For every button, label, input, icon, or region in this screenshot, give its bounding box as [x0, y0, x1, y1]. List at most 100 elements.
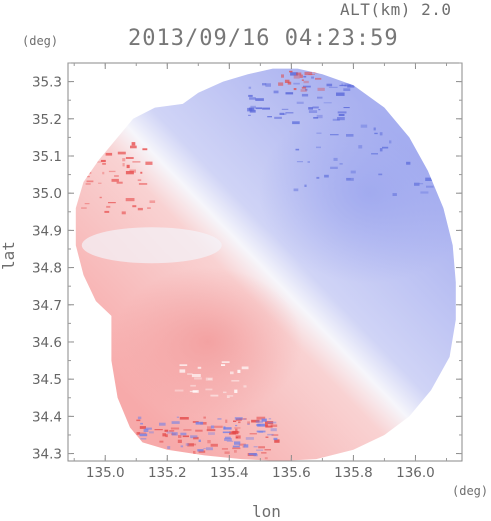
speckle — [296, 161, 303, 163]
speckle — [265, 424, 268, 427]
speckle — [76, 170, 86, 172]
speckle — [323, 102, 332, 104]
speckle — [182, 435, 189, 438]
speckle — [267, 116, 272, 118]
speckle — [198, 450, 206, 453]
speckle — [234, 389, 238, 393]
speckle — [166, 431, 173, 434]
speckle — [330, 134, 339, 136]
speckle — [183, 429, 192, 431]
speckle — [116, 181, 123, 184]
speckle — [210, 425, 215, 429]
speckle — [255, 98, 264, 101]
speckle — [225, 419, 228, 423]
speckle — [315, 77, 322, 80]
speckle — [265, 83, 271, 87]
speckle — [221, 448, 228, 450]
speckle — [273, 437, 278, 441]
speckle — [195, 421, 204, 425]
speckle — [235, 424, 238, 427]
speckle — [311, 76, 314, 79]
speckle — [233, 420, 237, 422]
speckle — [224, 451, 230, 454]
x-axis-label: lon — [252, 502, 281, 521]
speckle — [255, 107, 262, 110]
speckle — [226, 440, 234, 442]
speckle — [159, 440, 164, 443]
speckle — [243, 418, 246, 420]
speckle — [262, 83, 267, 86]
speckle — [303, 85, 311, 88]
speckle — [223, 427, 232, 430]
speckle — [337, 111, 347, 114]
speckle — [296, 72, 302, 76]
speckle — [203, 448, 206, 450]
speckle — [245, 437, 254, 440]
speckle — [158, 448, 162, 451]
speckle — [293, 88, 297, 91]
speckle — [347, 84, 355, 88]
speckle — [248, 114, 251, 116]
speckle — [300, 89, 307, 92]
speckle — [268, 418, 272, 420]
speckle — [257, 423, 265, 427]
y-tick-label: 34.3 — [32, 447, 62, 463]
speckle — [138, 183, 148, 185]
speckle — [346, 177, 354, 181]
speckle — [317, 96, 323, 99]
speckle — [324, 174, 329, 178]
speckle — [295, 148, 300, 151]
speckle — [318, 109, 321, 111]
speckle — [253, 446, 258, 448]
speckle — [84, 176, 90, 178]
speckle — [174, 389, 184, 392]
speckle — [108, 170, 116, 173]
speckle — [418, 183, 424, 185]
speckle — [379, 132, 383, 136]
speckle — [293, 188, 299, 192]
x-tick-label: 135.0 — [86, 465, 125, 481]
speckle — [249, 97, 256, 100]
y-tick-label: 34.6 — [32, 335, 62, 351]
speckle — [140, 171, 143, 174]
y-tick-label: 35.0 — [32, 186, 62, 202]
speckle — [125, 198, 135, 202]
axes: 135.0 135.2 135.4 135.6 135.8 136.0 34.3 34.4 34… — [32, 62, 462, 481]
speckle — [147, 207, 151, 209]
speckle — [100, 159, 106, 163]
speckle — [85, 183, 91, 185]
speckle — [350, 170, 356, 174]
speckle — [316, 176, 320, 179]
speckle — [141, 451, 144, 453]
speckle — [301, 86, 307, 89]
speckle — [374, 132, 378, 135]
speckle — [360, 124, 368, 128]
speckle — [339, 84, 347, 87]
speckle — [198, 439, 201, 442]
speckle — [255, 420, 263, 423]
speckle — [140, 438, 147, 440]
speckle — [114, 175, 119, 177]
speckle — [257, 424, 261, 427]
speckle — [121, 211, 126, 215]
speckle — [145, 161, 153, 165]
speckle — [177, 439, 182, 443]
speckle — [185, 443, 190, 446]
speckle — [278, 82, 284, 86]
speckle — [137, 179, 142, 181]
speckle — [249, 109, 256, 113]
speckle — [145, 427, 152, 430]
speckle — [270, 424, 278, 427]
speckle — [281, 74, 284, 78]
speckle — [317, 87, 325, 91]
y-tick-label: 34.4 — [32, 409, 62, 425]
speckle — [125, 171, 134, 175]
speckle — [226, 396, 230, 398]
y-tick-label: 35.2 — [32, 112, 62, 128]
speckle — [122, 163, 125, 167]
speckle — [261, 452, 267, 454]
speckle — [217, 418, 222, 420]
x-tick-label: 135.2 — [148, 465, 187, 481]
speckle — [132, 205, 137, 208]
speckle — [349, 75, 357, 78]
